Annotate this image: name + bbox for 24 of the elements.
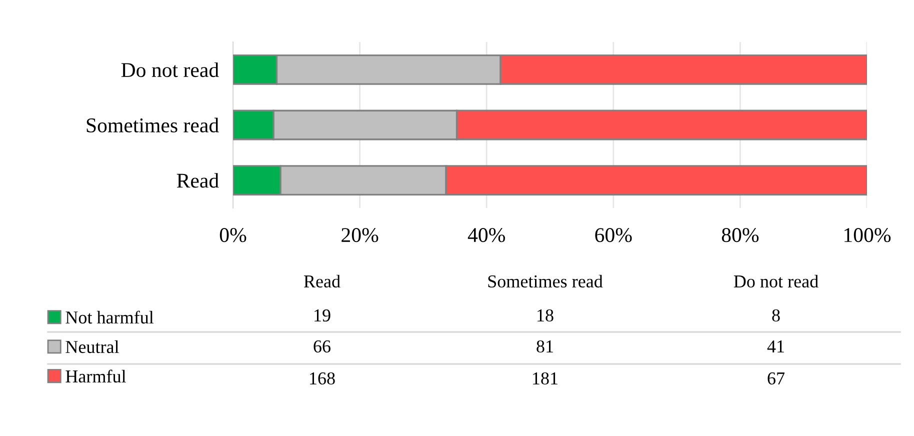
y-tick-label: Do not read	[121, 62, 219, 78]
x-tick-label: 80%	[722, 228, 759, 242]
text: 8	[772, 309, 780, 322]
text: 67	[768, 372, 785, 385]
text: 19	[314, 309, 330, 322]
x-tick-label: 0%	[220, 228, 246, 242]
text: 168	[310, 372, 335, 385]
text: 66	[314, 340, 330, 353]
x-tick-label: 60%	[595, 228, 632, 242]
legend-label: Harmful	[66, 370, 126, 383]
legend-label: Neutral	[66, 340, 119, 354]
text: 41	[767, 340, 784, 352]
category-label: Sometimes read	[488, 274, 603, 288]
legend-label: Not harmful	[66, 310, 154, 324]
x-tick-label: 100%	[844, 228, 891, 242]
y-tick-label: Sometimes read	[86, 118, 219, 132]
text: 81	[536, 340, 553, 353]
x-tick-label: 40%	[468, 228, 505, 242]
category-label: Do not read	[734, 274, 818, 288]
y-tick-label: Read	[176, 173, 219, 188]
category-label: Read	[304, 274, 340, 288]
text: 18	[538, 309, 554, 322]
x-tick-label: 20%	[342, 228, 378, 242]
text: 181	[533, 372, 558, 385]
